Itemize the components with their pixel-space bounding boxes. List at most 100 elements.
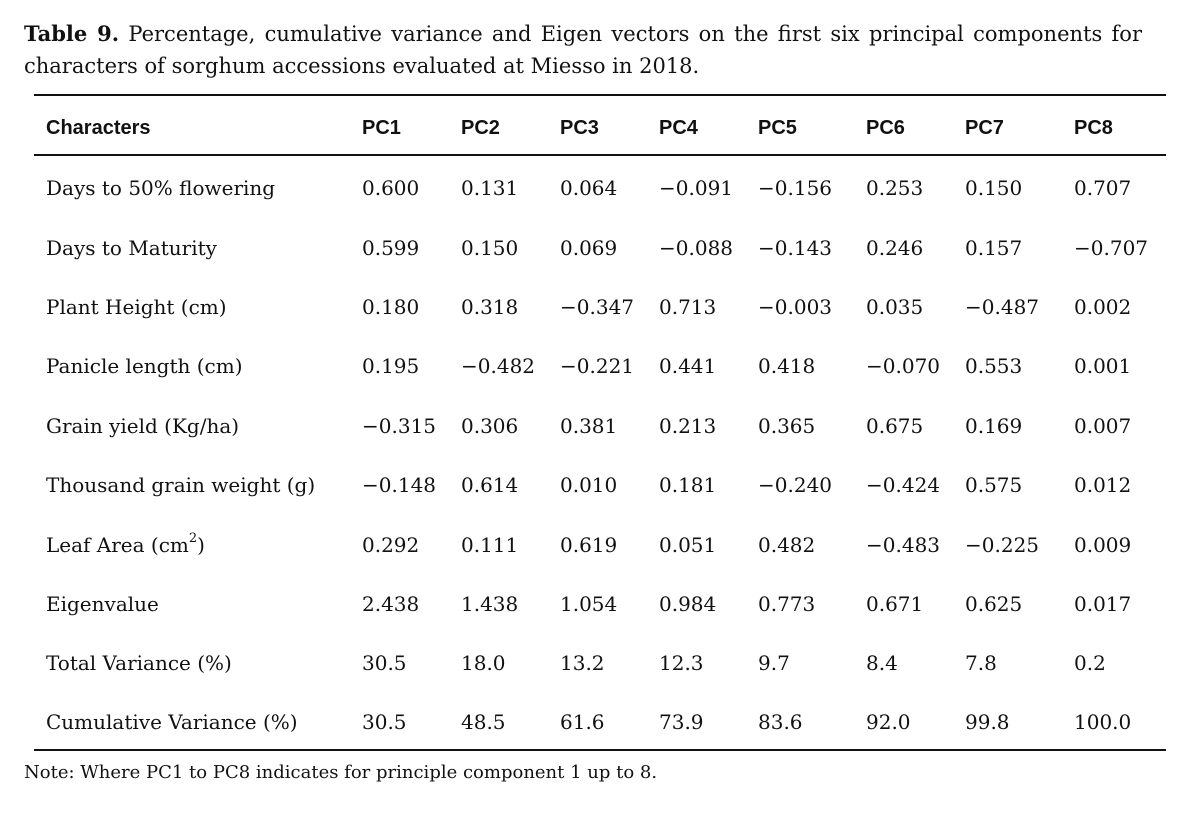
table-cell: 0.012 xyxy=(1074,473,1132,497)
table-cell: 0.169 xyxy=(965,414,1023,438)
table-cell: 73.9 xyxy=(659,710,704,734)
table-cell: −0.088 xyxy=(659,236,734,260)
table-cell: 30.5 xyxy=(362,710,407,734)
table-cell: 0.111 xyxy=(461,533,519,557)
header-pc2: PC2 xyxy=(461,117,500,139)
table-cell: −0.148 xyxy=(362,473,437,497)
table-cell: −0.347 xyxy=(560,295,635,319)
table-cell: 0.292 xyxy=(362,533,420,557)
row-label: Cumulative Variance (%) xyxy=(46,710,298,734)
table-cell: 99.8 xyxy=(965,710,1010,734)
table-cell: 8.4 xyxy=(866,651,898,675)
table-cell: 0.001 xyxy=(1074,354,1132,378)
table-cell: 0.131 xyxy=(461,176,519,200)
table-cell: 0.482 xyxy=(758,533,816,557)
row-label: Grain yield (Kg/ha) xyxy=(46,414,240,438)
table-cell: −0.315 xyxy=(362,414,437,438)
table-cell: 0.713 xyxy=(659,295,717,319)
table-cell: 12.3 xyxy=(659,651,704,675)
table-cell: 1.438 xyxy=(461,592,519,616)
table-cell: −0.482 xyxy=(461,354,536,378)
table-row: Days to 50% flowering 0.600 0.131 0.064 … xyxy=(0,168,1195,208)
table-cell: 0.051 xyxy=(659,533,717,557)
table-caption-label: Table 9. xyxy=(24,21,120,46)
header-pc5: PC5 xyxy=(758,117,797,139)
table-cell: 83.6 xyxy=(758,710,803,734)
table-cell: 0.002 xyxy=(1074,295,1132,319)
table-cell: 0.150 xyxy=(461,236,519,260)
table-cell: 48.5 xyxy=(461,710,506,734)
table-row: Eigenvalue 2.438 1.438 1.054 0.984 0.773… xyxy=(0,584,1195,624)
table-cell: 0.671 xyxy=(866,592,924,616)
table-cell: 0.614 xyxy=(461,473,519,497)
table-bottom-rule xyxy=(34,749,1166,751)
table-cell: 0.599 xyxy=(362,236,420,260)
table-row: Cumulative Variance (%) 30.5 48.5 61.6 7… xyxy=(0,702,1195,742)
table-header-row: Characters PC1 PC2 PC3 PC4 PC5 PC6 PC7 P… xyxy=(0,108,1195,148)
table-row: Grain yield (Kg/ha) −0.315 0.306 0.381 0… xyxy=(0,406,1195,446)
table-cell: 2.438 xyxy=(362,592,420,616)
row-label: Days to Maturity xyxy=(46,236,217,260)
row-label-leaf-area: Leaf Area (cm2) xyxy=(46,525,205,565)
table-cell: −0.003 xyxy=(758,295,833,319)
table-cell: 0.181 xyxy=(659,473,717,497)
table-cell: −0.070 xyxy=(866,354,941,378)
table-cell: −0.143 xyxy=(758,236,833,260)
table-cell: 0.773 xyxy=(758,592,816,616)
table-row: Leaf Area (cm2) 0.292 0.111 0.619 0.051 … xyxy=(0,525,1195,565)
table-cell: 0.619 xyxy=(560,533,618,557)
header-pc8: PC8 xyxy=(1074,117,1113,139)
table-cell: 0.064 xyxy=(560,176,618,200)
table-cell: 18.0 xyxy=(461,651,506,675)
table-caption-text: Percentage, cumulative variance and Eige… xyxy=(24,22,1142,78)
header-pc4: PC4 xyxy=(659,117,698,139)
table-cell: 0.017 xyxy=(1074,592,1132,616)
table-cell: 61.6 xyxy=(560,710,605,734)
header-pc3: PC3 xyxy=(560,117,599,139)
table-cell: −0.221 xyxy=(560,354,635,378)
table-cell: −0.156 xyxy=(758,176,833,200)
table-cell: 0.418 xyxy=(758,354,816,378)
table-cell: 0.365 xyxy=(758,414,816,438)
row-label: Days to 50% flowering xyxy=(46,176,276,200)
table-cell: 0.157 xyxy=(965,236,1023,260)
table-cell: 0.2 xyxy=(1074,651,1106,675)
header-characters: Characters xyxy=(46,117,151,139)
table-cell: 0.306 xyxy=(461,414,519,438)
table-top-rule xyxy=(34,94,1166,96)
table-caption: Table 9. Percentage, cumulative variance… xyxy=(24,18,1142,82)
table-cell: −0.240 xyxy=(758,473,833,497)
table-cell: −0.707 xyxy=(1074,236,1149,260)
table-cell: 0.035 xyxy=(866,295,924,319)
row-label: Total Variance (%) xyxy=(46,651,232,675)
table-cell: 100.0 xyxy=(1074,710,1132,734)
table-cell: 0.675 xyxy=(866,414,924,438)
table-cell: 0.150 xyxy=(965,176,1023,200)
table-cell: 30.5 xyxy=(362,651,407,675)
table-cell: −0.483 xyxy=(866,533,941,557)
table-cell: 0.195 xyxy=(362,354,420,378)
table-row: Panicle length (cm) 0.195 −0.482 −0.221 … xyxy=(0,346,1195,386)
row-label: Thousand grain weight (g) xyxy=(46,473,316,497)
table-note: Note: Where PC1 to PC8 indicates for pri… xyxy=(24,762,658,783)
table-cell: 0.213 xyxy=(659,414,717,438)
table-cell: −0.225 xyxy=(965,533,1040,557)
table-row: Days to Maturity 0.599 0.150 0.069 −0.08… xyxy=(0,228,1195,268)
table-row: Total Variance (%) 30.5 18.0 13.2 12.3 9… xyxy=(0,643,1195,683)
table-cell: 0.575 xyxy=(965,473,1023,497)
table-cell: −0.487 xyxy=(965,295,1040,319)
header-pc1: PC1 xyxy=(362,117,401,139)
row-label-superscript: 2 xyxy=(188,531,198,547)
table-cell: 0.009 xyxy=(1074,533,1132,557)
row-label: Eigenvalue xyxy=(46,592,159,616)
table-cell: 0.007 xyxy=(1074,414,1132,438)
header-pc6: PC6 xyxy=(866,117,905,139)
row-label: Leaf Area (cm xyxy=(46,533,189,557)
row-label: Plant Height (cm) xyxy=(46,295,227,319)
table-cell: 0.246 xyxy=(866,236,924,260)
table-cell: 13.2 xyxy=(560,651,605,675)
table-cell: 0.253 xyxy=(866,176,924,200)
table-cell: 0.600 xyxy=(362,176,420,200)
table-row: Plant Height (cm) 0.180 0.318 −0.347 0.7… xyxy=(0,287,1195,327)
table-cell: 0.984 xyxy=(659,592,717,616)
